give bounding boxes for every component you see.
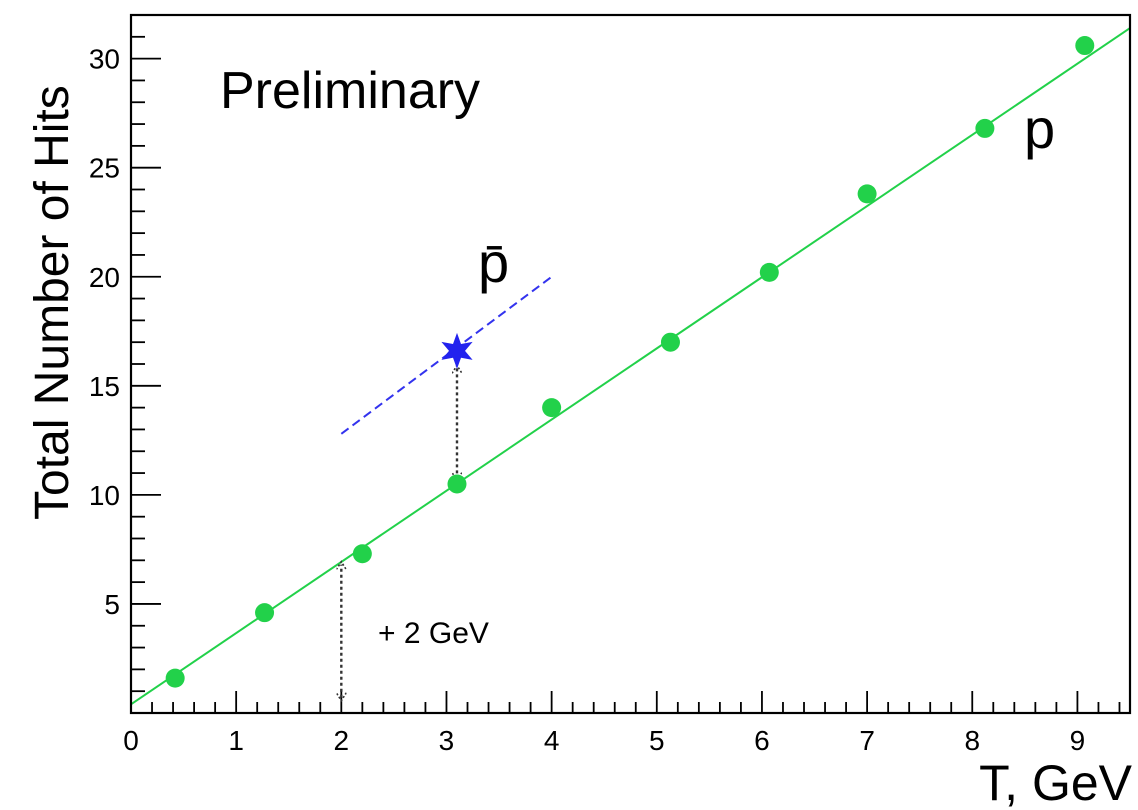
y-tick-label: 5 <box>104 589 120 620</box>
p-data-point <box>1075 36 1095 56</box>
y-tick-label: 10 <box>89 480 120 511</box>
p-data-point <box>165 668 185 688</box>
p-data-point <box>542 398 562 418</box>
x-tick-label: 4 <box>544 725 560 756</box>
pbar-data-point <box>441 332 473 369</box>
shift-arrows <box>341 368 457 697</box>
p-data-point <box>352 544 372 564</box>
x-tick-label: 3 <box>439 725 455 756</box>
y-tick-label: 30 <box>89 44 120 75</box>
x-tick-label: 5 <box>649 725 665 756</box>
p-data-point <box>975 118 995 138</box>
y-axis-label: Total Number of Hits <box>26 85 79 520</box>
y-tick-label: 25 <box>89 153 120 184</box>
p-data-point <box>759 262 779 282</box>
data-points <box>165 36 1095 688</box>
x-tick-label: 0 <box>123 725 139 756</box>
x-axis-label: T, GeV <box>979 755 1132 810</box>
p-data-point <box>660 332 680 352</box>
x-tick-label: 7 <box>859 725 875 756</box>
x-tick-label: 1 <box>228 725 244 756</box>
x-tick-label: 8 <box>964 725 980 756</box>
x-tick-label: 9 <box>1070 725 1086 756</box>
series-label-p: p <box>1024 97 1055 160</box>
x-tick-label: 2 <box>334 725 350 756</box>
y-tick-label: 20 <box>89 262 120 293</box>
series-label-pbar: p̄ <box>478 231 509 294</box>
p-data-point <box>255 603 275 623</box>
axis-ticks: 0 1 2 3 4 5 6 7 8 9 5 10 15 20 25 30 <box>89 35 1121 756</box>
p-data-point <box>447 474 467 494</box>
preliminary-label: Preliminary <box>220 62 480 120</box>
x-tick-label: 6 <box>754 725 770 756</box>
p-data-point <box>857 184 877 204</box>
fit-line-p <box>130 27 1131 706</box>
plot-frame <box>129 13 1132 715</box>
shift-annotation: + 2 GeV <box>378 617 489 650</box>
y-tick-label: 15 <box>89 371 120 402</box>
